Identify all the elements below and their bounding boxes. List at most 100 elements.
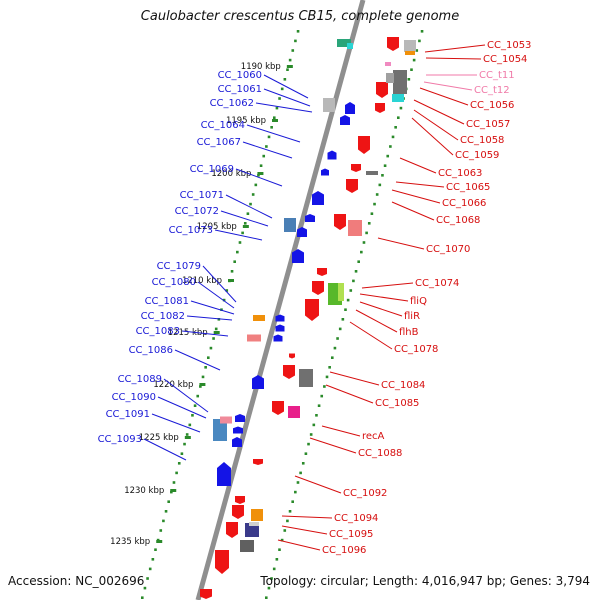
scale-dot <box>257 174 260 177</box>
scale-dot <box>143 586 147 590</box>
genome-summary-text: Topology: circular; Length: 4,016,947 bp… <box>260 574 590 588</box>
gene-label-left: CC_1082 <box>141 311 185 322</box>
scale-dot <box>262 154 266 158</box>
leader-line-right <box>294 475 342 494</box>
gene-arrow-forward <box>312 281 324 295</box>
gene-box-salmon <box>348 220 362 236</box>
gene-box-darkgray <box>240 540 254 552</box>
scale-dot <box>333 346 337 350</box>
scale-dot <box>212 337 215 340</box>
scale-dot <box>275 106 279 110</box>
leader-line-right <box>423 81 473 91</box>
leader-line-right <box>277 539 321 551</box>
leader-line-left <box>246 124 301 143</box>
gene-label-right: CC_1053 <box>487 40 531 51</box>
scale-dot <box>199 385 202 388</box>
leader-line-right <box>349 321 393 350</box>
leader-line-right <box>425 57 482 60</box>
scale-tick-label: 1215 kbp <box>168 328 208 338</box>
scale-dot <box>201 375 205 379</box>
scale-dot <box>301 462 305 465</box>
scale-dot <box>148 567 152 571</box>
scale-dot <box>378 183 382 187</box>
scale-ticks: 1190 kbp 1195 kbp 1200 kbp 1205 kbp 1210 kbp… <box>110 62 293 547</box>
leader-line-left <box>151 413 201 433</box>
scale-dot <box>410 68 413 71</box>
scale-dot <box>193 404 197 407</box>
gene-label-left: CC_1073 <box>169 225 213 236</box>
scale-dot <box>291 500 294 503</box>
leader-line-left <box>174 349 221 371</box>
scale-dot <box>394 126 397 129</box>
gene-arrow-forward <box>215 550 229 574</box>
gene-box-orange <box>253 315 265 321</box>
gene-arrow-reverse <box>345 102 355 114</box>
leader-line-right <box>329 371 380 386</box>
scale-tick-mark <box>184 436 191 439</box>
gene-label-left: CC_1080 <box>152 277 196 288</box>
scale-dot <box>146 577 149 580</box>
gene-label-left: CC_1069 <box>190 164 234 175</box>
gene-box-lime <box>338 283 344 301</box>
leader-line-right <box>281 525 328 535</box>
genome-backbone <box>195 0 366 600</box>
gene-box-cyan <box>392 94 404 102</box>
gene-arrow-forward <box>289 353 295 359</box>
scale-dots-inner <box>264 30 424 599</box>
scale-tick-mark <box>272 119 278 122</box>
scale-dot <box>296 30 300 33</box>
gene-box-gray <box>386 73 394 83</box>
scale-dot <box>341 318 345 321</box>
gene-label-left: CC_1086 <box>129 345 173 356</box>
scale-dot <box>206 356 210 359</box>
scale-dot <box>373 202 376 206</box>
gene-box-orange <box>251 509 263 521</box>
scale-dot <box>191 414 194 417</box>
scale-dot <box>241 231 244 235</box>
scale-dot <box>309 433 313 436</box>
scale-tick-label: 1205 kbp <box>197 222 237 232</box>
gene-label-right: CC_1084 <box>381 380 425 391</box>
scale-dot <box>214 327 218 331</box>
gene-arrow-forward <box>226 522 238 538</box>
leader-line-right <box>377 237 425 250</box>
gene-label-left: CC_1089 <box>118 374 162 385</box>
scale-dot <box>338 327 342 331</box>
scale-dot <box>336 337 339 340</box>
leader-line-right <box>395 181 445 188</box>
scale-dot <box>175 471 178 475</box>
gene-label-left: CC_1079 <box>157 261 201 272</box>
scale-dot <box>362 241 366 244</box>
scale-dot <box>177 462 181 465</box>
gene-arrow-reverse <box>217 462 231 486</box>
gene-arrow-reverse <box>297 227 307 237</box>
scale-dot <box>412 58 416 62</box>
leader-line-left <box>157 396 207 419</box>
gene-box-pink <box>220 416 232 424</box>
gene-arrow-forward <box>253 459 263 465</box>
scale-dot <box>420 30 424 33</box>
scale-dot <box>370 212 374 215</box>
scale-dot <box>170 490 173 494</box>
leader-line-left <box>220 210 269 227</box>
scale-dot <box>185 433 189 436</box>
gene-arrow-reverse <box>327 150 337 160</box>
scale-tick-mark <box>242 225 249 228</box>
scale-dot <box>389 145 392 148</box>
leader-line-right <box>361 282 414 289</box>
gene-label-right: CC_t12 <box>474 85 510 96</box>
gene-arrow-forward <box>376 82 388 98</box>
genome-title: Caulobacter crescentus CB15, complete ge… <box>140 9 460 24</box>
scale-dot <box>230 270 234 273</box>
scale-dot <box>270 126 273 129</box>
scale-dot <box>278 97 281 100</box>
leader-line-left <box>202 265 237 303</box>
gene-label-right: CC_1059 <box>455 150 499 161</box>
leader-line-left <box>263 88 311 107</box>
gene-arrow-reverse <box>275 314 285 322</box>
gene-label-left: CC_1090 <box>112 392 156 403</box>
gene-arrow-forward <box>387 37 399 51</box>
gene-label-left: CC_1083 <box>136 326 180 337</box>
gene-box-teal <box>337 39 351 47</box>
